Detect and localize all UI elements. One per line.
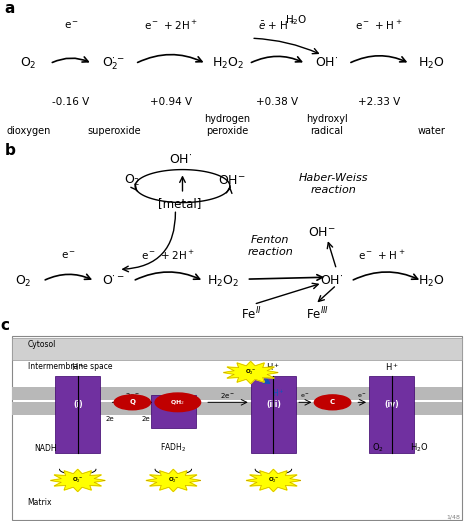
- Text: +0.94 V: +0.94 V: [150, 97, 191, 107]
- Text: Matrix: Matrix: [27, 498, 52, 507]
- Bar: [12, 338, 462, 359]
- Bar: [12, 402, 462, 416]
- Polygon shape: [223, 362, 278, 384]
- Polygon shape: [246, 470, 301, 492]
- Bar: [151, 395, 196, 429]
- Text: H$_2$O: H$_2$O: [418, 274, 445, 289]
- Text: 2e$^-$: 2e$^-$: [220, 391, 236, 400]
- Text: Cytosol: Cytosol: [27, 340, 56, 349]
- Text: +2.33 V: +2.33 V: [358, 97, 401, 107]
- Text: O$_2^{\cdot-}$: O$_2^{\cdot-}$: [72, 476, 83, 485]
- Text: dioxygen: dioxygen: [6, 126, 51, 136]
- Text: O$_2$: O$_2$: [125, 173, 141, 188]
- Text: OH$^{-}$: OH$^{-}$: [219, 174, 246, 187]
- Text: 2e: 2e: [142, 416, 150, 422]
- Text: O$_2^{\cdot-}$: O$_2^{\cdot-}$: [268, 476, 279, 485]
- Bar: [12, 387, 462, 400]
- Text: $\bar{e}$ + H$^+$: $\bar{e}$ + H$^+$: [258, 19, 296, 32]
- Bar: [55, 376, 100, 453]
- Text: water: water: [418, 126, 445, 136]
- Bar: [369, 376, 414, 453]
- Text: FADH$_2$: FADH$_2$: [160, 442, 186, 454]
- Text: O$_2$: O$_2$: [372, 442, 384, 454]
- Text: Q: Q: [129, 399, 136, 406]
- Text: -0.16 V: -0.16 V: [53, 97, 90, 107]
- Text: c: c: [0, 319, 9, 333]
- Text: H$^+$: H$^+$: [385, 361, 399, 373]
- Circle shape: [314, 395, 351, 410]
- Text: +0.38 V: +0.38 V: [256, 97, 298, 107]
- Text: e$^-$: e$^-$: [300, 392, 310, 400]
- Text: OH$^{\cdot}$: OH$^{\cdot}$: [320, 275, 344, 288]
- Text: O$_2^{\cdot-}$: O$_2^{\cdot-}$: [167, 476, 179, 485]
- Text: H$^+$: H$^+$: [266, 361, 280, 373]
- Text: OH$^{-}$: OH$^{-}$: [309, 226, 336, 239]
- Text: O$_2$: O$_2$: [16, 274, 32, 289]
- Text: O$_2^{\cdot-}$: O$_2^{\cdot-}$: [245, 368, 256, 377]
- Text: hydroxyl
radical: hydroxyl radical: [306, 114, 348, 136]
- Text: O$_2$: O$_2$: [20, 56, 36, 71]
- Text: [metal]: [metal]: [158, 197, 202, 210]
- Text: superoxide: superoxide: [87, 126, 141, 136]
- Text: OH$^{\cdot}$: OH$^{\cdot}$: [315, 57, 339, 70]
- Text: QH$_2$: QH$_2$: [170, 398, 185, 407]
- Text: Intermembrane space: Intermembrane space: [27, 363, 112, 372]
- Bar: [251, 376, 296, 453]
- Text: H$_2$O: H$_2$O: [410, 442, 428, 454]
- Text: e$^-$ + 2H$^+$: e$^-$ + 2H$^+$: [141, 249, 195, 263]
- Text: (i): (i): [73, 400, 82, 409]
- Text: H$_2$O: H$_2$O: [418, 56, 445, 71]
- Text: O$_2^{\cdot-}$: O$_2^{\cdot-}$: [102, 56, 125, 72]
- Text: e$^-$ + H$^+$: e$^-$ + H$^+$: [356, 19, 403, 32]
- Text: Fe$^{II}$: Fe$^{II}$: [241, 305, 262, 322]
- Text: e$^-$ + H$^+$: e$^-$ + H$^+$: [358, 249, 405, 263]
- Text: 2e: 2e: [105, 416, 114, 422]
- Text: 1/48: 1/48: [446, 515, 460, 519]
- Text: a: a: [5, 2, 15, 16]
- Text: e$^-$: e$^-$: [357, 392, 367, 400]
- Text: hydrogen
peroxide: hydrogen peroxide: [204, 114, 251, 136]
- Text: NADH: NADH: [35, 444, 57, 453]
- Polygon shape: [50, 470, 105, 492]
- Text: H$^+$: H$^+$: [272, 387, 284, 399]
- Text: b: b: [5, 144, 16, 158]
- Text: e$^-$: e$^-$: [64, 20, 79, 31]
- Text: Fenton
reaction: Fenton reaction: [247, 235, 293, 257]
- Text: H$_2$O$_2$: H$_2$O$_2$: [211, 56, 244, 71]
- Text: H$^+$: H$^+$: [71, 361, 85, 373]
- Text: (ii): (ii): [167, 400, 180, 409]
- Text: (iii): (iii): [266, 400, 281, 409]
- Circle shape: [155, 393, 201, 412]
- Text: C: C: [330, 399, 335, 406]
- Text: H$_2$O$_2$: H$_2$O$_2$: [207, 274, 239, 289]
- Text: OH$^{\cdot}$: OH$^{\cdot}$: [168, 155, 192, 168]
- Text: Fe$^{III}$: Fe$^{III}$: [306, 305, 329, 322]
- Text: 2e$^-$: 2e$^-$: [125, 391, 140, 400]
- Circle shape: [114, 395, 151, 410]
- Text: (iv): (iv): [384, 400, 399, 409]
- Text: O$^{\cdot-}$: O$^{\cdot-}$: [102, 275, 125, 288]
- Text: H$_2$O: H$_2$O: [285, 13, 308, 27]
- Text: e$^-$: e$^-$: [61, 250, 76, 261]
- Text: e$^-$ + 2H$^+$: e$^-$ + 2H$^+$: [144, 19, 198, 32]
- Text: Haber-Weiss
reaction: Haber-Weiss reaction: [299, 173, 368, 195]
- Polygon shape: [146, 470, 201, 492]
